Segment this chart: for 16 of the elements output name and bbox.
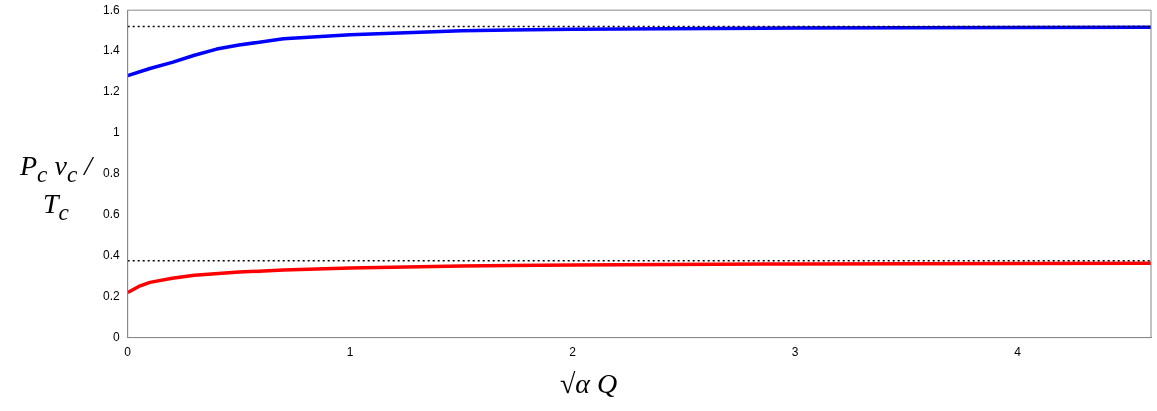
y-tick-label: 1.4 (102, 43, 120, 58)
y-tick-label: 1.2 (102, 84, 120, 99)
x-tick-label: 2 (569, 345, 577, 360)
y-tick-label: 0.8 (102, 166, 120, 181)
x-tick-label: 0 (124, 345, 132, 360)
y-tick-label: 1.6 (102, 2, 120, 17)
y-tick-label: 1 (112, 125, 120, 140)
y-axis-title: P$_{c}$ v$_{c}$ / T$_{c}$ (19, 150, 93, 225)
x-tick-label: 4 (1014, 345, 1022, 360)
x-tick-label: 1 (346, 345, 354, 360)
y-tick-label: 0.6 (102, 207, 120, 222)
x-tick-label: 3 (791, 345, 799, 360)
x-axis-title: √α Q (560, 368, 618, 400)
y-tick-label: 0.4 (102, 248, 120, 263)
y-tick-label: 0 (112, 329, 120, 344)
y-tick-label: 0.2 (102, 288, 120, 303)
